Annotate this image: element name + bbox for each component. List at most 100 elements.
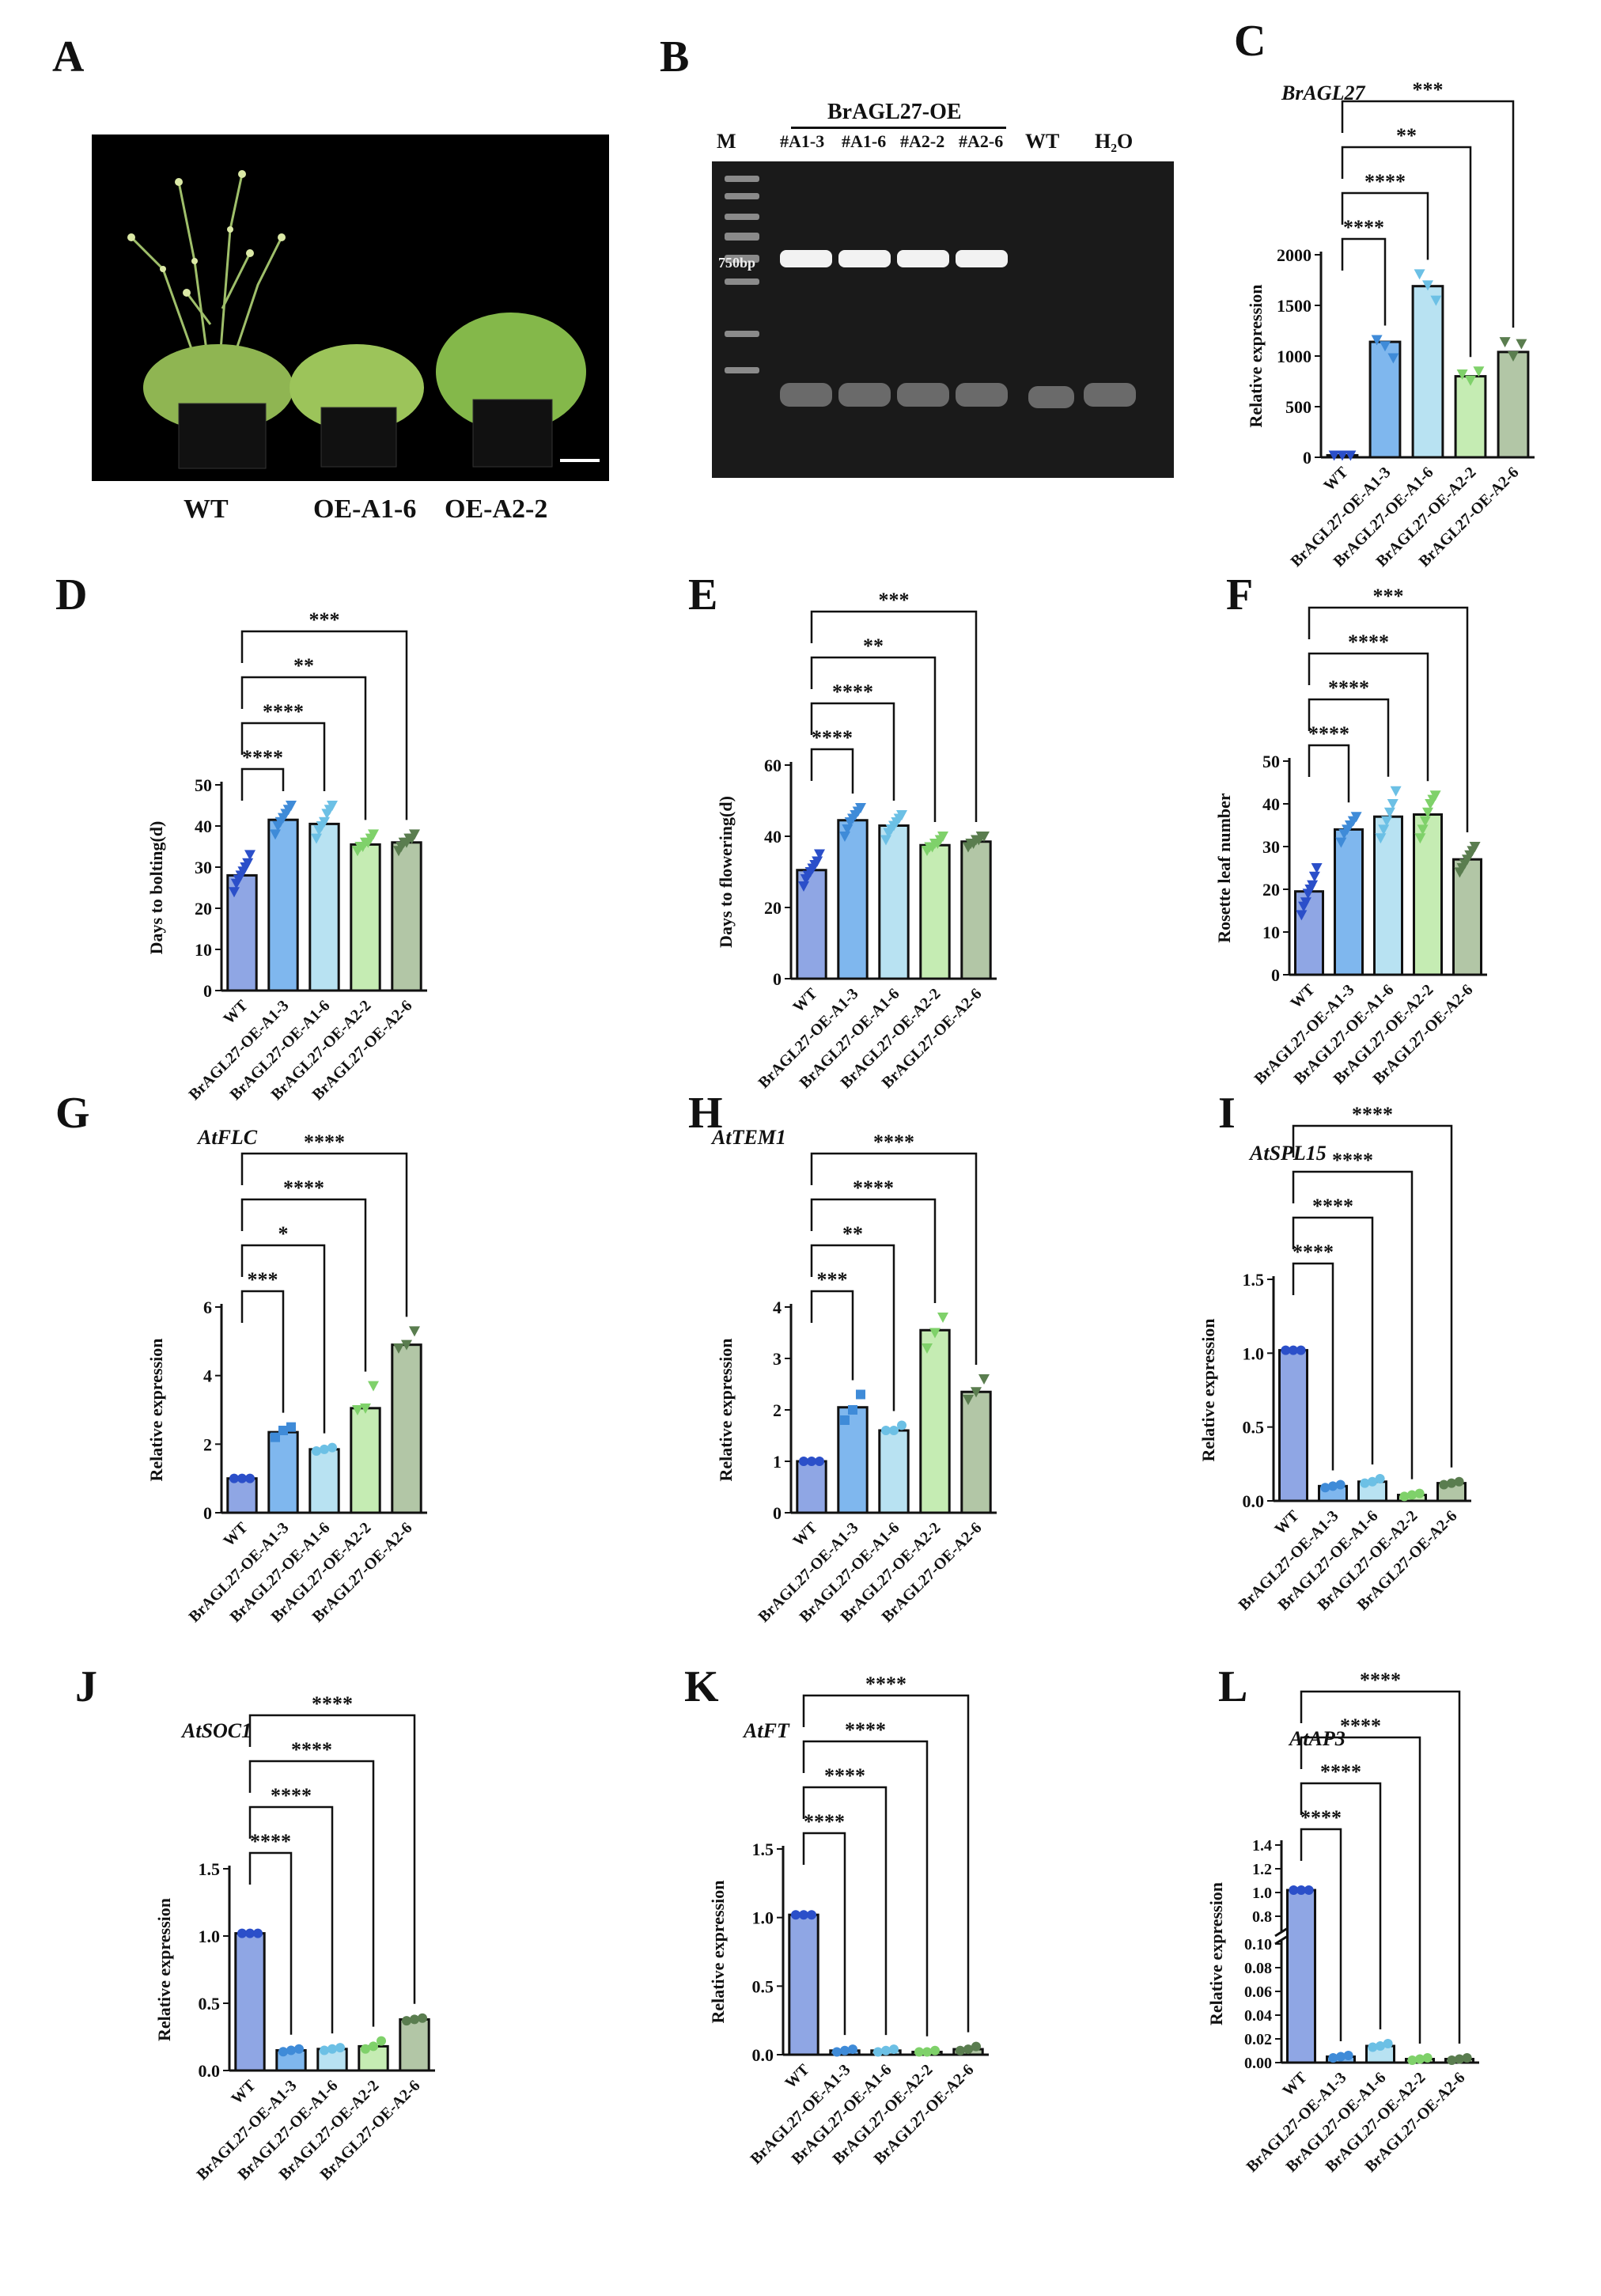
significance-label: **** <box>1352 1103 1393 1126</box>
data-point <box>270 1432 280 1442</box>
significance-bracket <box>240 722 326 791</box>
y-tick-label: 0.08 <box>1244 1960 1272 1977</box>
y-axis-label: Rosette leaf number <box>1214 793 1234 943</box>
data-point <box>1390 786 1402 797</box>
data-point <box>1380 341 1391 352</box>
bar <box>391 1343 422 1514</box>
y-tick-label: 1.4 <box>1252 1837 1272 1855</box>
data-point <box>889 2044 899 2055</box>
gel-lane-label: WT <box>1025 130 1060 153</box>
data-point <box>360 1403 371 1414</box>
significance-bracket <box>240 676 367 820</box>
data-point <box>1454 1476 1464 1487</box>
y-axis-label: Relative expression <box>1246 284 1266 427</box>
data-point <box>807 1457 816 1466</box>
y-axis-label: Relative expression <box>1198 1318 1218 1461</box>
significance-bracket <box>810 1244 895 1411</box>
y-tick-label: 1500 <box>1277 296 1311 316</box>
ladder-bands <box>725 176 759 373</box>
significance-bracket <box>240 1152 408 1317</box>
significance-label: **** <box>1308 722 1349 745</box>
data-point <box>963 2044 973 2055</box>
significance-label: ** <box>293 654 314 677</box>
data-point <box>922 2047 932 2057</box>
data-point <box>955 2045 965 2055</box>
bar <box>1294 890 1324 976</box>
significance-label: **** <box>1300 1806 1342 1829</box>
significance-bracket <box>240 1198 367 1372</box>
data-point <box>1360 1478 1370 1488</box>
significance-label: **** <box>283 1176 324 1199</box>
significance-label: **** <box>1340 1714 1381 1737</box>
significance-bracket <box>802 1740 929 2036</box>
significance-bracket <box>248 1714 416 2004</box>
significance-label: **** <box>824 1764 865 1787</box>
y-tick-label: 0.10 <box>1244 1936 1272 1953</box>
data-point <box>1447 2055 1457 2065</box>
data-point <box>409 829 421 840</box>
data-point <box>812 856 823 867</box>
y-tick-label: 0.04 <box>1244 2007 1272 2025</box>
gel-lane-label: #A1-3 <box>780 131 825 151</box>
data-point <box>1375 1474 1385 1483</box>
data-point <box>1415 2054 1425 2064</box>
significance-bracket <box>240 1244 326 1434</box>
data-point <box>1328 1481 1338 1491</box>
x-tick-label: WT <box>1271 1507 1303 1539</box>
significance-label: **** <box>1364 170 1406 193</box>
significance-label: ** <box>863 635 884 657</box>
data-point <box>1462 2053 1472 2063</box>
panel-letter: E <box>688 570 717 619</box>
data-point <box>286 801 297 811</box>
data-point <box>1383 2039 1393 2048</box>
significance-bracket <box>1292 1170 1414 1480</box>
data-point <box>937 1313 949 1323</box>
significance-label: *** <box>309 608 340 631</box>
bar <box>399 2018 430 2072</box>
data-point <box>351 1405 363 1415</box>
panel-letter: H <box>688 1089 723 1138</box>
y-tick-label: 1.0 <box>1243 1343 1265 1363</box>
data-point <box>244 850 256 861</box>
data-point <box>1336 2052 1346 2062</box>
y-axis-label: Relative expression <box>146 1338 166 1481</box>
chart-title: AtSOC1 <box>180 1719 252 1742</box>
data-point <box>962 1395 974 1405</box>
data-point <box>409 1326 421 1337</box>
bar <box>1452 858 1482 976</box>
data-point <box>798 1457 808 1466</box>
bar <box>267 818 299 992</box>
primer-dimer-bands <box>780 383 1136 408</box>
significance-bracket <box>1308 698 1390 777</box>
significance-label: **** <box>873 1131 914 1154</box>
y-tick-label: 2 <box>203 1434 212 1454</box>
data-point <box>368 1381 380 1392</box>
significance-bracket <box>240 767 285 801</box>
data-point <box>1320 1483 1330 1493</box>
data-point <box>1430 295 1442 306</box>
data-point <box>310 833 322 844</box>
data-point <box>229 1473 239 1483</box>
y-axis-label: Relative expression <box>716 1338 736 1481</box>
chart-title: AtSPL15 <box>1248 1142 1327 1165</box>
product-bands <box>780 250 1008 267</box>
data-point <box>1455 2054 1464 2064</box>
data-point <box>1376 2041 1385 2051</box>
data-point <box>1308 871 1320 882</box>
data-point <box>327 801 339 811</box>
significance-label: **** <box>853 1176 894 1199</box>
significance-bracket <box>248 1851 293 2035</box>
data-point <box>1343 2051 1353 2060</box>
data-point <box>368 829 380 840</box>
data-point <box>1381 816 1393 827</box>
panel-letter-b: B <box>660 32 690 81</box>
data-point <box>1473 366 1485 377</box>
data-point <box>401 1339 412 1351</box>
data-point <box>1296 910 1308 921</box>
data-point <box>1419 816 1431 827</box>
data-point <box>1281 1345 1291 1355</box>
significance-label: **** <box>1360 1669 1401 1692</box>
x-tick-label: WT <box>782 2061 813 2093</box>
y-tick-label: 1.5 <box>199 1859 221 1879</box>
